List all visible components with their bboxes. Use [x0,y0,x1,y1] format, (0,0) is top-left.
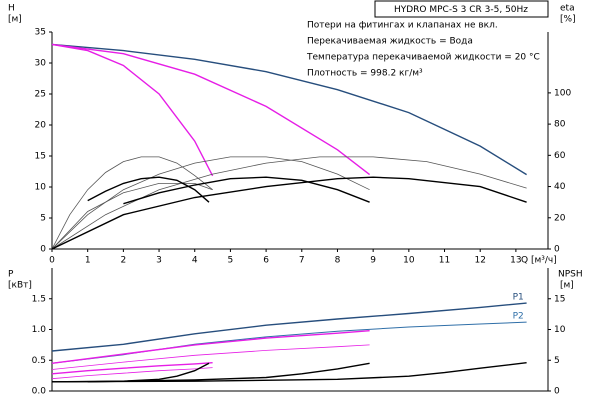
curve-label: P1 [513,293,524,303]
curve [51,344,370,370]
curve [51,156,527,250]
x-tick-label: 8 [335,256,341,266]
curve [51,176,527,250]
y-tick-label: 20 [35,121,47,131]
y2-tick-label: 5 [554,356,560,366]
x-tick-label: 3 [156,256,162,266]
y2-tick-label: 100 [554,88,571,98]
curve [51,43,527,176]
annotation: Температура перекачиваемой жидкости = 20… [306,53,540,63]
x-tick-label: 1 [85,256,91,266]
x-tick-label: 13 [510,256,521,266]
curve [51,43,214,177]
x-tick-label: 0 [49,256,55,266]
title-box [374,0,549,18]
x-tick-label: 4 [192,256,198,266]
curve [51,321,527,364]
curve [51,362,527,383]
curve [51,362,213,375]
y-tick-label: 15 [35,152,46,162]
y2-axis-label: eta [560,4,575,14]
x-tick-label: 11 [439,256,450,266]
curve-label: P2 [513,312,524,322]
y-tick-label: 35 [35,28,46,38]
y-tick-label: 30 [35,59,47,69]
y-axis-label: H [8,4,15,14]
curve [51,302,527,352]
x-tick-label: 2 [120,256,126,266]
chart-title: HYDRO MPC-S 3 CR 3-5, 50Hz [394,5,528,15]
y-tick-label: 0 [40,245,46,255]
curve [51,43,371,176]
y-tick-label: 0.5 [32,356,46,366]
y2-tick-label: 15 [554,294,565,304]
x-tick-label: 6 [263,256,269,266]
y-tick-label: 25 [35,90,46,100]
curve [123,176,370,205]
annotation: Потери на фитингах и клапанах не вкл. [307,21,498,31]
y-axis-unit: [кВт] [8,281,32,291]
curve [51,183,213,250]
curve [51,156,213,250]
y-axis-label: P [8,270,14,280]
y2-tick-label: 60 [554,151,566,161]
x-tick-label: 9 [370,256,376,266]
y-tick-label: 1.5 [32,294,46,304]
y-tick-label: 5 [40,214,46,224]
y2-tick-label: 40 [554,182,566,192]
curve [51,156,370,250]
y-tick-label: 0.0 [32,387,47,397]
y2-tick-label: 80 [554,120,566,130]
x-tick-label: 5 [228,256,234,266]
y-axis-unit: [м] [8,15,22,25]
y-tick-label: 10 [35,183,47,193]
x-tick-label: 7 [299,256,305,266]
x-tick-label: 12 [474,256,485,266]
y2-tick-label: 10 [554,325,566,335]
y2-tick-label: 20 [554,213,566,223]
curve [87,176,210,203]
y2-tick-label: 0 [554,245,560,255]
y2-axis-unit: [%] [560,15,576,25]
annotation: Перекачиваемая жидкость = Вода [307,37,473,47]
y-tick-label: 1.0 [32,325,47,335]
y2-tick-label: 0 [554,387,560,397]
annotation: Плотность = 998.2 кг/м³ [307,69,423,79]
curve [51,330,370,364]
x-axis-label: Q [м³/ч] [521,256,557,266]
y2-axis-label: NPSH [558,270,583,280]
x-tick-label: 10 [403,256,415,266]
y2-axis-unit: [м] [560,281,574,291]
